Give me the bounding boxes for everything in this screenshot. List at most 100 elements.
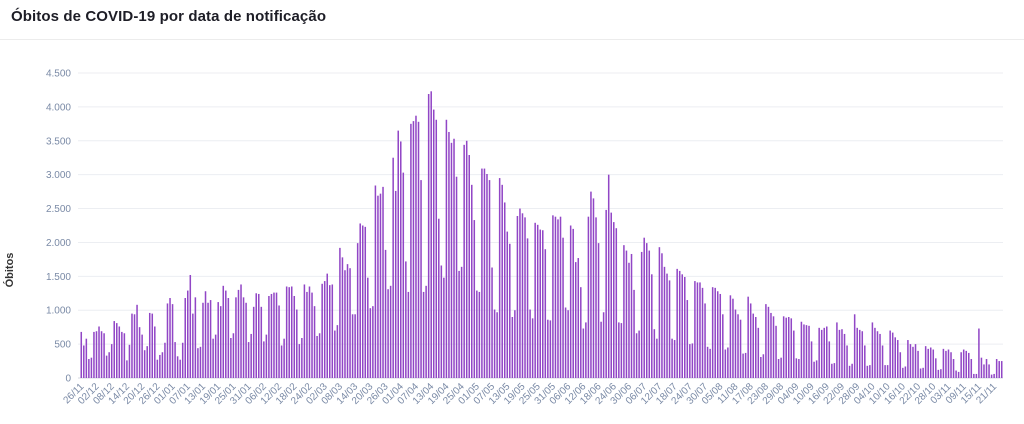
bar[interactable]: [133, 314, 136, 378]
bar[interactable]: [595, 217, 597, 378]
bar[interactable]: [927, 348, 929, 378]
bar[interactable]: [734, 309, 737, 378]
bar[interactable]: [826, 326, 828, 378]
bar[interactable]: [187, 290, 189, 378]
bar[interactable]: [681, 274, 683, 378]
bar[interactable]: [767, 306, 770, 378]
bar[interactable]: [613, 222, 615, 378]
bar[interactable]: [367, 277, 369, 378]
bar[interactable]: [739, 319, 742, 378]
bar[interactable]: [146, 346, 148, 378]
bar[interactable]: [820, 329, 823, 378]
bar[interactable]: [521, 213, 524, 378]
bar[interactable]: [1000, 361, 1003, 378]
bar[interactable]: [757, 327, 760, 378]
bar[interactable]: [491, 267, 493, 378]
bar[interactable]: [90, 357, 93, 378]
bar[interactable]: [983, 364, 985, 378]
bar[interactable]: [902, 367, 904, 378]
bar[interactable]: [818, 327, 820, 378]
bar[interactable]: [684, 277, 686, 378]
bar[interactable]: [635, 333, 638, 378]
bar[interactable]: [737, 314, 739, 378]
bar[interactable]: [346, 264, 349, 378]
bar[interactable]: [311, 292, 313, 378]
bar[interactable]: [919, 368, 922, 378]
bar[interactable]: [884, 365, 886, 378]
bar[interactable]: [714, 287, 716, 378]
bar[interactable]: [382, 186, 384, 378]
bar[interactable]: [990, 374, 993, 378]
bar[interactable]: [790, 318, 793, 378]
bar[interactable]: [514, 310, 516, 378]
bar[interactable]: [648, 250, 651, 378]
bar[interactable]: [932, 349, 935, 378]
bar[interactable]: [301, 338, 303, 378]
bar[interactable]: [531, 318, 534, 378]
bar[interactable]: [450, 142, 453, 378]
bar[interactable]: [689, 344, 691, 378]
bar[interactable]: [724, 349, 727, 378]
bar[interactable]: [808, 325, 810, 378]
bar[interactable]: [493, 309, 496, 378]
bar[interactable]: [148, 312, 151, 378]
bar[interactable]: [88, 359, 90, 378]
bar[interactable]: [80, 331, 83, 378]
bar[interactable]: [192, 313, 194, 378]
bar[interactable]: [519, 208, 521, 378]
bar[interactable]: [455, 176, 458, 378]
bar[interactable]: [968, 352, 970, 378]
bar[interactable]: [924, 346, 927, 378]
bar[interactable]: [676, 268, 678, 378]
bar[interactable]: [881, 345, 884, 378]
bar[interactable]: [615, 228, 618, 378]
bar[interactable]: [166, 303, 169, 378]
bar[interactable]: [711, 287, 714, 378]
bar[interactable]: [247, 342, 250, 378]
bar[interactable]: [988, 364, 990, 378]
bar[interactable]: [605, 209, 607, 378]
bar[interactable]: [331, 284, 334, 378]
bar[interactable]: [638, 330, 640, 378]
bar[interactable]: [765, 304, 767, 378]
bar[interactable]: [633, 289, 635, 378]
bar[interactable]: [526, 238, 529, 378]
bar[interactable]: [321, 283, 323, 378]
bar[interactable]: [415, 115, 417, 378]
bar[interactable]: [985, 359, 988, 378]
bar[interactable]: [742, 353, 744, 378]
bar[interactable]: [293, 295, 296, 378]
bar[interactable]: [506, 231, 509, 378]
bar[interactable]: [607, 174, 610, 378]
bar[interactable]: [359, 223, 361, 378]
bar[interactable]: [100, 331, 103, 378]
bar[interactable]: [103, 333, 105, 378]
bar[interactable]: [582, 328, 585, 378]
bar[interactable]: [937, 369, 940, 378]
bar[interactable]: [628, 262, 630, 378]
bar[interactable]: [339, 247, 341, 378]
bar[interactable]: [577, 258, 580, 378]
bar[interactable]: [377, 195, 379, 378]
bar[interactable]: [861, 331, 864, 378]
bar[interactable]: [813, 361, 815, 378]
bar[interactable]: [202, 302, 204, 378]
bar[interactable]: [978, 328, 980, 378]
bar[interactable]: [973, 373, 975, 378]
bar[interactable]: [716, 291, 719, 378]
bar[interactable]: [151, 313, 154, 378]
bar[interactable]: [417, 121, 420, 379]
bar[interactable]: [318, 333, 321, 378]
bar[interactable]: [440, 265, 443, 378]
bar[interactable]: [914, 344, 917, 378]
bar[interactable]: [425, 285, 427, 378]
bar[interactable]: [118, 326, 121, 378]
bar[interactable]: [237, 289, 240, 378]
bar[interactable]: [620, 323, 623, 378]
bar[interactable]: [559, 216, 562, 378]
bar[interactable]: [940, 369, 942, 378]
bar[interactable]: [909, 344, 912, 378]
bar[interactable]: [580, 287, 582, 378]
bar[interactable]: [965, 350, 967, 378]
bar[interactable]: [732, 298, 734, 378]
